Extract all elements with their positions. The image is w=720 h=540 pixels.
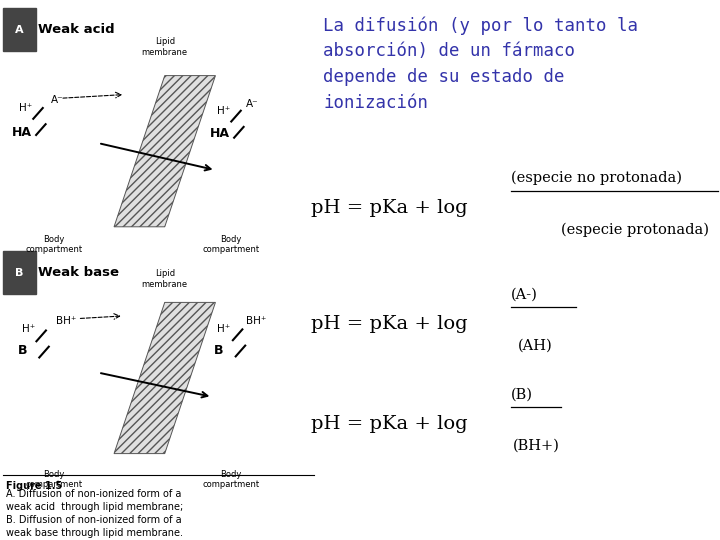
Text: Weak base: Weak base <box>38 266 119 279</box>
Text: BH⁺: BH⁺ <box>56 316 77 326</box>
Text: (BH+): (BH+) <box>513 438 560 453</box>
Text: Body
compartment: Body compartment <box>25 235 82 254</box>
Text: La difusión (y por lo tanto la
absorción) de un fármaco
depende de su estado de
: La difusión (y por lo tanto la absorción… <box>323 16 638 112</box>
Text: HA: HA <box>210 127 230 140</box>
Text: H⁺: H⁺ <box>22 325 35 334</box>
Text: Figure 1.5: Figure 1.5 <box>6 481 63 491</box>
Text: (AH): (AH) <box>518 339 552 353</box>
Text: Body
compartment: Body compartment <box>203 470 260 489</box>
Text: Body
compartment: Body compartment <box>203 235 260 254</box>
Text: HA: HA <box>12 126 32 139</box>
FancyBboxPatch shape <box>3 251 37 294</box>
Text: (B): (B) <box>511 387 534 401</box>
Text: pH = pKa + log: pH = pKa + log <box>311 315 467 333</box>
Text: Lipid
membrane: Lipid membrane <box>142 37 188 57</box>
Text: BH⁺: BH⁺ <box>246 316 267 326</box>
Text: Lipid
membrane: Lipid membrane <box>142 269 188 289</box>
Text: Body
compartment: Body compartment <box>25 470 82 489</box>
Text: A: A <box>15 25 24 35</box>
Text: (especie protonada): (especie protonada) <box>562 222 709 237</box>
Text: (A-): (A-) <box>511 287 538 301</box>
Text: Weak acid: Weak acid <box>38 23 114 36</box>
Text: (especie no protonada): (especie no protonada) <box>511 171 683 185</box>
Polygon shape <box>114 302 215 454</box>
Text: B: B <box>214 345 223 357</box>
Text: A. Diffusion of non-ionized form of a
weak acid  through lipid membrane;
B. Diff: A. Diffusion of non-ionized form of a we… <box>6 489 184 538</box>
FancyBboxPatch shape <box>3 8 37 51</box>
Text: pH = pKa + log: pH = pKa + log <box>311 199 467 217</box>
Text: H⁺: H⁺ <box>19 103 32 113</box>
Text: B: B <box>17 345 27 357</box>
Text: H⁺: H⁺ <box>217 325 230 334</box>
Text: A⁻: A⁻ <box>246 99 258 109</box>
Text: pH = pKa + log: pH = pKa + log <box>311 415 467 433</box>
Text: H⁺: H⁺ <box>217 106 230 116</box>
Text: A⁻: A⁻ <box>50 95 63 105</box>
Polygon shape <box>114 76 215 227</box>
Text: B: B <box>15 268 24 278</box>
